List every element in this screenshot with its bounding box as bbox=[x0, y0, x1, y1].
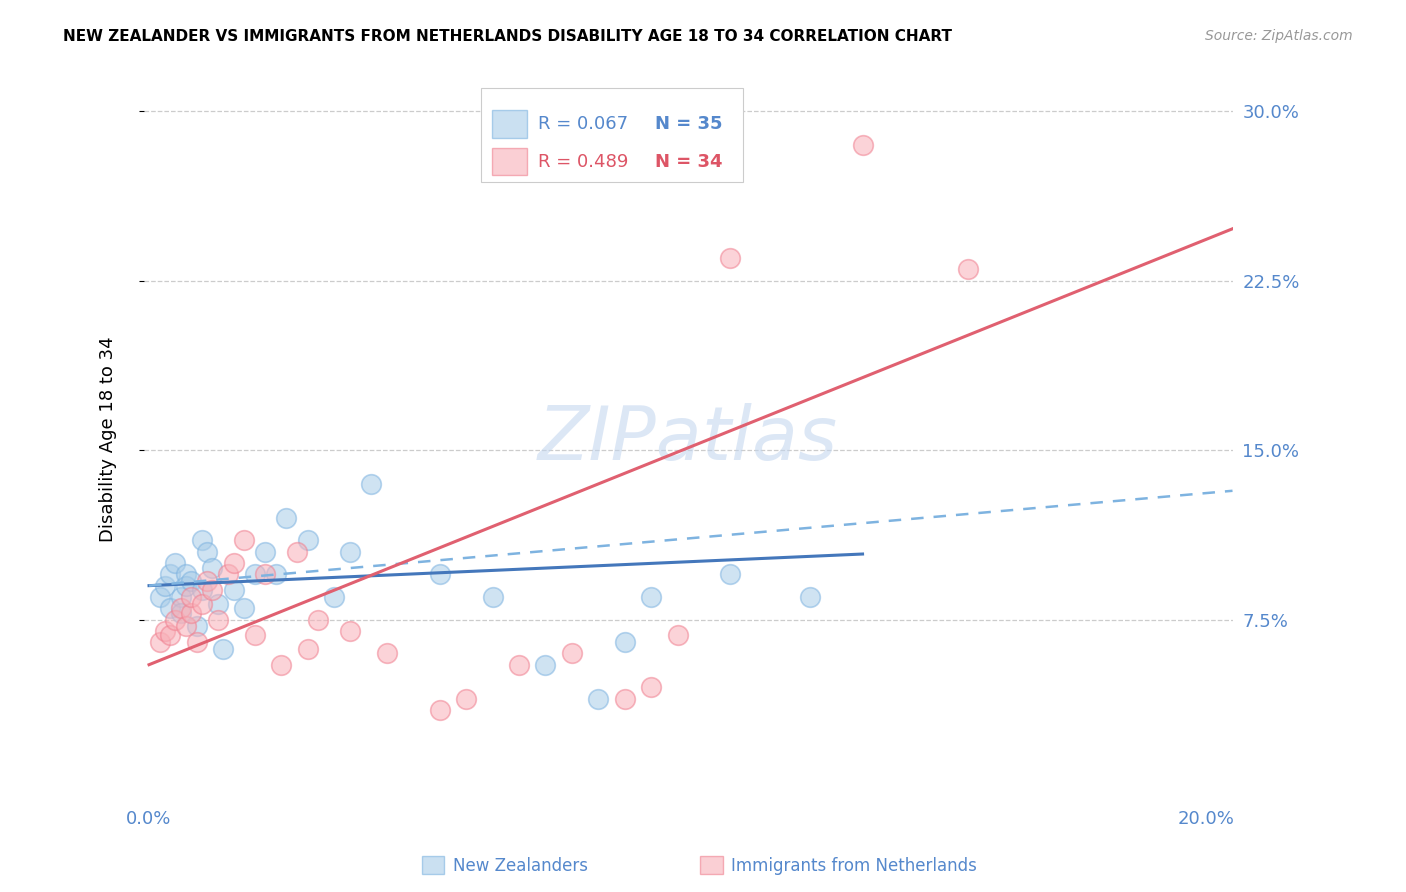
Point bbox=[718, 567, 741, 582]
Text: ZIPatlas: ZIPatlas bbox=[538, 403, 838, 475]
Bar bbox=[492, 111, 527, 137]
Point bbox=[508, 657, 530, 672]
Point bbox=[165, 556, 187, 570]
Point bbox=[165, 613, 187, 627]
Point bbox=[264, 567, 287, 582]
Text: N = 35: N = 35 bbox=[655, 115, 723, 133]
Point bbox=[159, 601, 181, 615]
Point bbox=[207, 597, 229, 611]
Point bbox=[170, 590, 193, 604]
Point bbox=[159, 628, 181, 642]
Point bbox=[799, 590, 821, 604]
Point bbox=[588, 691, 610, 706]
Point bbox=[195, 545, 218, 559]
Text: R = 0.489: R = 0.489 bbox=[538, 153, 628, 170]
Point bbox=[429, 703, 451, 717]
Point bbox=[270, 657, 292, 672]
Point bbox=[222, 583, 245, 598]
Point bbox=[429, 567, 451, 582]
Point bbox=[170, 606, 193, 620]
Point bbox=[233, 601, 256, 615]
Point bbox=[174, 567, 197, 582]
Point bbox=[276, 511, 298, 525]
Point bbox=[201, 560, 224, 574]
Point bbox=[375, 647, 398, 661]
Point bbox=[191, 533, 214, 548]
Point bbox=[456, 691, 478, 706]
Point bbox=[222, 556, 245, 570]
Point bbox=[191, 597, 214, 611]
Point bbox=[481, 590, 503, 604]
Point bbox=[613, 691, 636, 706]
Point bbox=[195, 574, 218, 588]
Text: NEW ZEALANDER VS IMMIGRANTS FROM NETHERLANDS DISABILITY AGE 18 TO 34 CORRELATION: NEW ZEALANDER VS IMMIGRANTS FROM NETHERL… bbox=[63, 29, 952, 45]
Point bbox=[243, 567, 266, 582]
Point bbox=[339, 545, 361, 559]
Point bbox=[613, 635, 636, 649]
Point bbox=[180, 606, 202, 620]
Point bbox=[561, 647, 583, 661]
Point bbox=[174, 579, 197, 593]
Bar bbox=[492, 148, 527, 176]
Point bbox=[153, 624, 176, 638]
Point bbox=[718, 251, 741, 265]
Text: N = 34: N = 34 bbox=[655, 153, 723, 170]
Point bbox=[243, 628, 266, 642]
Point bbox=[201, 583, 224, 598]
Point bbox=[254, 567, 277, 582]
Text: R = 0.067: R = 0.067 bbox=[538, 115, 628, 133]
Text: Source: ZipAtlas.com: Source: ZipAtlas.com bbox=[1205, 29, 1353, 44]
Point bbox=[360, 477, 382, 491]
Point bbox=[307, 613, 329, 627]
Point bbox=[217, 567, 239, 582]
Point bbox=[149, 590, 172, 604]
Point bbox=[339, 624, 361, 638]
Point bbox=[180, 574, 202, 588]
Point bbox=[534, 657, 557, 672]
Point bbox=[233, 533, 256, 548]
Point bbox=[640, 680, 662, 694]
Point bbox=[323, 590, 346, 604]
Text: New Zealanders: New Zealanders bbox=[453, 857, 588, 875]
Point bbox=[207, 613, 229, 627]
Bar bbox=[481, 88, 742, 182]
Point bbox=[297, 533, 319, 548]
Point bbox=[191, 583, 214, 598]
Point bbox=[297, 641, 319, 656]
Point bbox=[640, 590, 662, 604]
Point bbox=[666, 628, 689, 642]
Text: Immigrants from Netherlands: Immigrants from Netherlands bbox=[731, 857, 977, 875]
Point bbox=[851, 138, 873, 153]
Point bbox=[254, 545, 277, 559]
Point bbox=[186, 619, 208, 633]
Point bbox=[159, 567, 181, 582]
Point bbox=[957, 262, 980, 277]
Point bbox=[170, 601, 193, 615]
Point bbox=[153, 579, 176, 593]
Point bbox=[285, 545, 308, 559]
Point bbox=[180, 590, 202, 604]
Point bbox=[149, 635, 172, 649]
Y-axis label: Disability Age 18 to 34: Disability Age 18 to 34 bbox=[100, 336, 117, 541]
Point bbox=[212, 641, 235, 656]
Point bbox=[174, 619, 197, 633]
Point bbox=[186, 635, 208, 649]
